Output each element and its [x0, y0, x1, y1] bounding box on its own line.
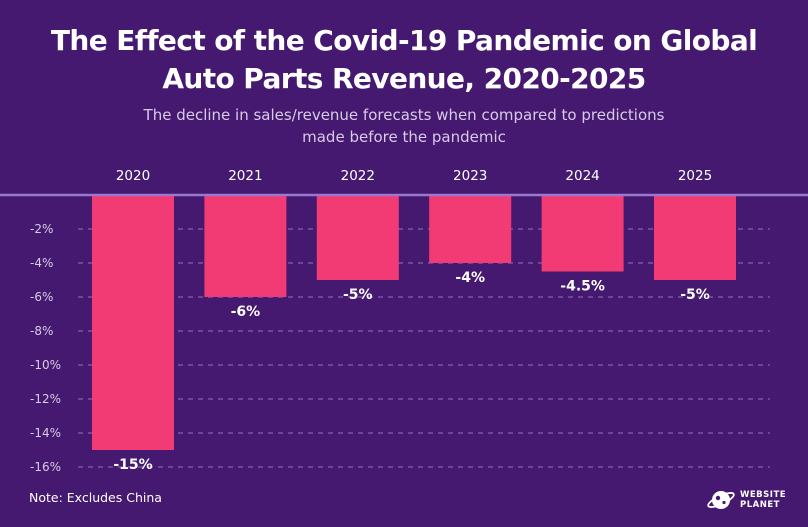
y-tick-label: -2%: [30, 222, 53, 236]
logo-line-1: WEBSITE: [740, 490, 787, 500]
x-tick-label: 2020: [116, 168, 150, 184]
y-tick-label: -14%: [30, 426, 61, 440]
bars: [92, 195, 736, 450]
x-tick-label: 2024: [565, 168, 599, 184]
x-axis-tick-labels: 2020 2021 2022 2023 2024 2025: [116, 168, 712, 184]
y-tick-label: -4%: [30, 256, 53, 270]
bar: [541, 195, 624, 272]
subtitle-line-2: made before the pandemic: [302, 128, 506, 146]
y-axis-tick-labels: -2% -4% -6% -8% -10% -12% -14% -16%: [30, 222, 61, 474]
subtitle-line-1: The decline in sales/revenue forecasts w…: [143, 106, 665, 124]
logo-text: WEBSITE PLANET: [740, 490, 786, 510]
data-label: -6%: [231, 304, 261, 320]
y-tick-label: -12%: [30, 392, 61, 406]
data-label: -15%: [113, 457, 152, 473]
page-subtitle: The decline in sales/revenue forecasts w…: [0, 104, 808, 148]
logo-line-2: PLANET: [740, 500, 780, 510]
data-label: -4.5%: [560, 279, 605, 295]
x-tick-label: 2025: [678, 168, 712, 184]
y-tick-label: -8%: [30, 324, 53, 338]
footnote: Note: Excludes China: [29, 490, 162, 505]
data-labels: -15% -6% -5% -4% -4.5% -5%: [113, 270, 709, 473]
bar: [654, 195, 736, 280]
website-planet-logo: WEBSITE PLANET: [706, 487, 786, 513]
title-line-2: Auto Parts Revenue, 2020-2025: [162, 62, 646, 95]
bar: [316, 195, 399, 280]
planet-logo-icon: [707, 491, 735, 509]
y-tick-label: -10%: [30, 358, 61, 372]
y-tick-label: -16%: [30, 460, 61, 474]
bar: [204, 195, 287, 297]
data-label: -5%: [343, 287, 373, 303]
x-tick-label: 2022: [341, 168, 375, 184]
y-tick-label: -6%: [30, 290, 53, 304]
bar: [92, 195, 174, 450]
data-label: -4%: [455, 270, 485, 286]
page-title: The Effect of the Covid-19 Pandemic on G…: [0, 22, 808, 98]
title-line-1: The Effect of the Covid-19 Pandemic on G…: [50, 24, 758, 57]
bar: [429, 195, 512, 263]
data-label: -5%: [680, 287, 710, 303]
x-tick-label: 2023: [453, 168, 487, 184]
x-tick-label: 2021: [228, 168, 262, 184]
